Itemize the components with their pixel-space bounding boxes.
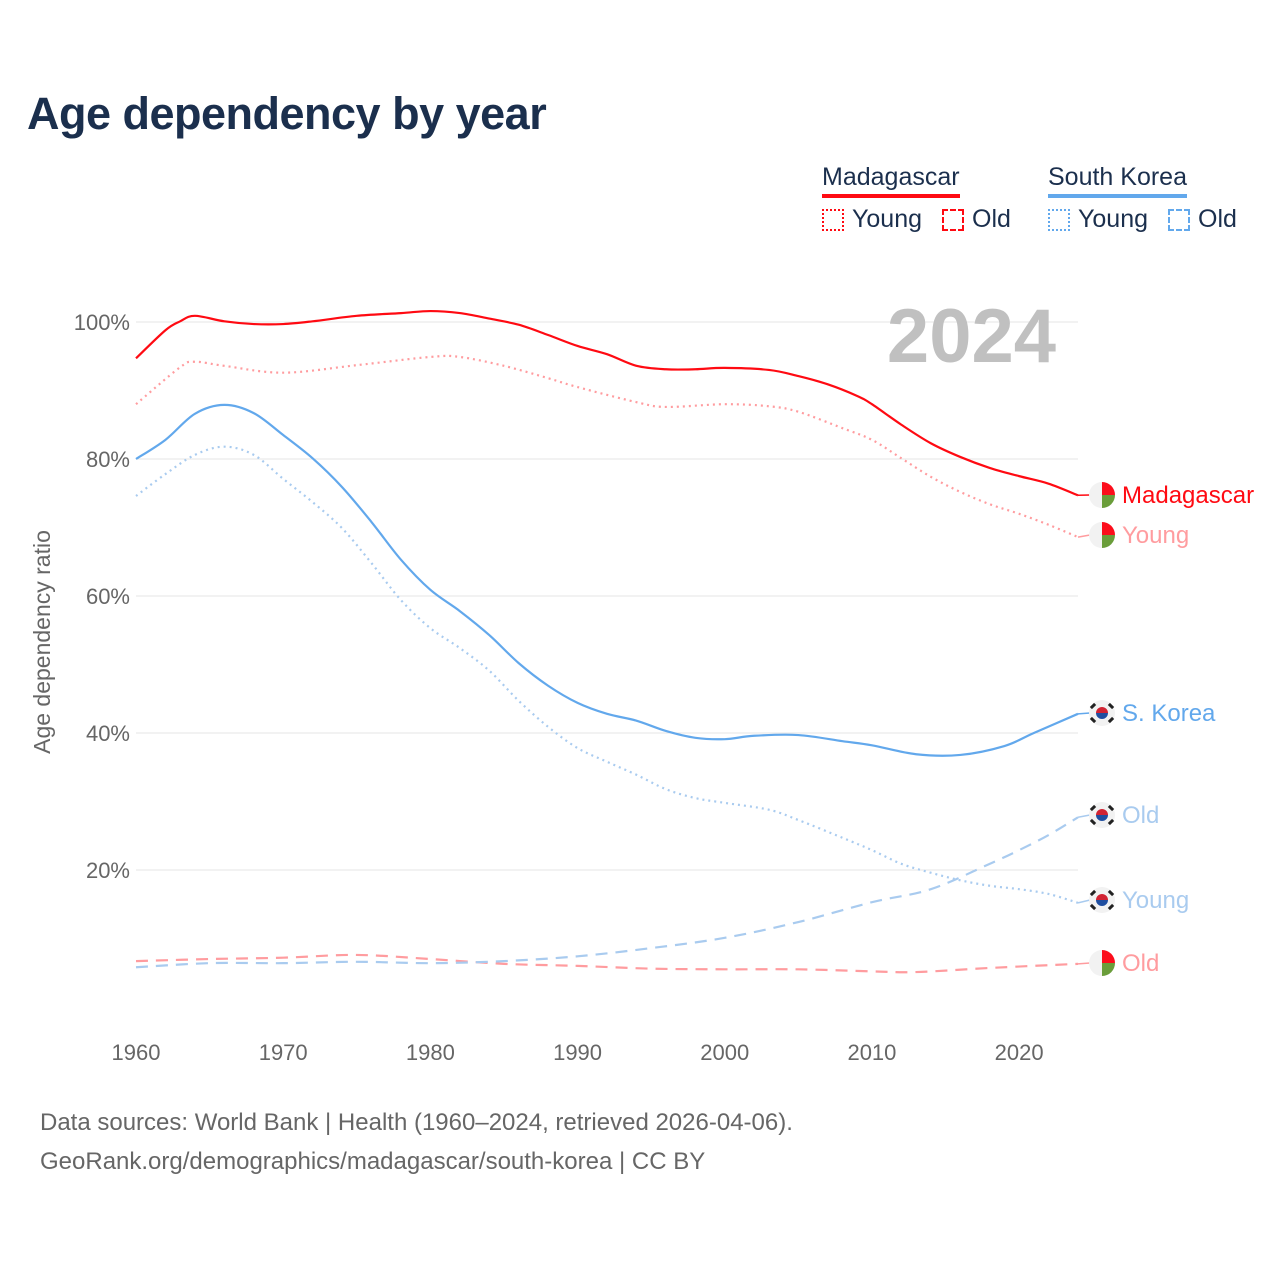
legend-label: Young (852, 205, 922, 233)
footer-sources: Data sources: World Bank | Health (1960–… (40, 1109, 793, 1136)
madagascar-flag-icon (1089, 950, 1115, 976)
label-connector (1077, 962, 1091, 965)
end-label: Old (1122, 802, 1159, 829)
legend-label: Old (972, 205, 1011, 233)
series-line-south-korea-old (135, 816, 1079, 969)
south-korea-flag-icon (1089, 887, 1115, 913)
label-connector (1077, 534, 1091, 538)
label-connector (1077, 814, 1091, 818)
end-label: Madagascar (1122, 482, 1254, 509)
series-line-south-korea (135, 403, 1079, 757)
dotted-swatch-icon (822, 208, 844, 231)
series-line-madagascar-old (135, 953, 1079, 974)
madagascar-flag-icon (1089, 522, 1115, 548)
legend-label: Old (1198, 205, 1237, 233)
dotted-swatch-icon (1048, 208, 1070, 231)
x-tick-label: 1990 (553, 1040, 602, 1065)
x-tick-label: 2020 (995, 1040, 1044, 1065)
label-connector (1077, 899, 1091, 904)
legend-south-korea-young[interactable]: Young (1048, 205, 1148, 234)
series-line-madagascar (135, 309, 1079, 497)
footer-url[interactable]: GeoRank.org/demographics/madagascar/sout… (40, 1148, 706, 1175)
south-korea-flag-icon (1089, 700, 1115, 726)
x-tick-label: 1970 (259, 1040, 308, 1065)
madagascar-flag-icon (1089, 482, 1115, 508)
year-watermark: 2024 (887, 294, 1056, 379)
series-line-south-korea-young (135, 445, 1079, 904)
legend-madagascar-young[interactable]: Young (822, 205, 922, 234)
y-tick-label: 60% (86, 584, 130, 609)
x-tick-label: 2010 (847, 1040, 896, 1065)
end-label: Young (1122, 522, 1189, 549)
end-label: Young (1122, 887, 1189, 914)
y-axis-label: Age dependency ratio (29, 530, 55, 754)
legend-label: Young (1078, 205, 1148, 233)
end-label: S. Korea (1122, 700, 1216, 727)
y-tick-label: 80% (86, 447, 130, 472)
chart-title: Age dependency by year (27, 88, 547, 139)
south-korea-flag-icon (1089, 802, 1115, 828)
y-tick-label: 100% (74, 310, 130, 335)
x-tick-label: 2000 (700, 1040, 749, 1065)
y-tick-label: 40% (86, 721, 130, 746)
end-label: Old (1122, 950, 1159, 977)
y-tick-label: 20% (86, 858, 130, 883)
x-tick-label: 1960 (112, 1040, 161, 1065)
dashed-swatch-icon (1168, 208, 1190, 231)
legend-madagascar-old[interactable]: Old (942, 205, 1011, 234)
x-tick-label: 1980 (406, 1040, 455, 1065)
legend-madagascar[interactable]: Madagascar (822, 163, 960, 198)
series-line-madagascar-young (135, 354, 1079, 539)
label-connector (1077, 712, 1091, 715)
dashed-swatch-icon (942, 208, 964, 231)
legend-south-korea-old[interactable]: Old (1168, 205, 1237, 234)
legend-south-korea[interactable]: South Korea (1048, 163, 1187, 198)
